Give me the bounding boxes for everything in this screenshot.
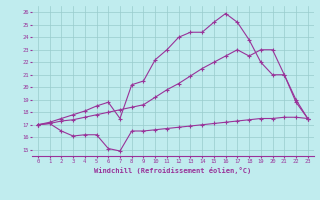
X-axis label: Windchill (Refroidissement éolien,°C): Windchill (Refroidissement éolien,°C) <box>94 167 252 174</box>
